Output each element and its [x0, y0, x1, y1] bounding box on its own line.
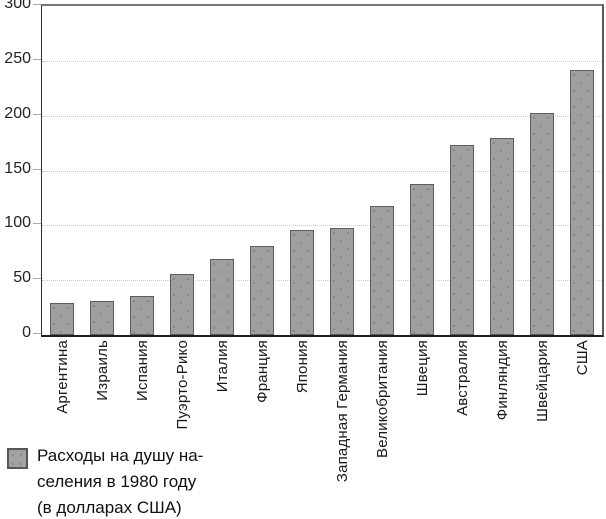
plot-area [41, 4, 604, 337]
bar [90, 301, 114, 335]
y-tick-label: 150 [4, 159, 31, 177]
x-tick-slot: Великобритания [362, 340, 402, 488]
x-tick-label: США [573, 340, 591, 376]
bar [170, 274, 194, 335]
y-tick-mark [33, 113, 41, 115]
x-tick-label: Пуэрто-Рико [173, 340, 191, 430]
bar [490, 138, 514, 335]
y-axis: 0 50 100 150 200 250 300 [0, 0, 41, 360]
bar [330, 228, 354, 335]
y-tick-mark [33, 4, 41, 5]
x-tick-slot: Австралия [442, 340, 482, 488]
x-tick-label: Австралия [453, 340, 471, 416]
legend-label-line2: селения в 1980 году [37, 472, 197, 491]
x-tick-slot: Швейцария [522, 340, 562, 488]
legend-label-line1: Расходы на душу на- [37, 446, 204, 465]
x-tick-label: Испания [133, 340, 151, 401]
bar [530, 113, 554, 335]
gridline [42, 115, 602, 117]
y-tick-label: 250 [4, 49, 31, 67]
bar [250, 246, 274, 335]
x-tick-label: Швейцария [533, 340, 551, 422]
legend-label-line3: (в долларах США) [37, 498, 182, 517]
x-tick-label: Япония [293, 340, 311, 394]
y-tick-mark [33, 58, 41, 60]
x-tick-slot: Финляндия [482, 340, 522, 488]
gridline [42, 280, 602, 282]
y-tick-label: 100 [4, 214, 31, 232]
gridline [42, 60, 602, 62]
x-tick-label: Франция [253, 340, 271, 403]
bar [450, 145, 474, 335]
x-tick-slot: США [562, 340, 602, 488]
x-tick-slot: Швеция [402, 340, 442, 488]
legend-label: Расходы на душу на- селения в 1980 году … [37, 443, 203, 519]
y-tick-mark [33, 223, 41, 225]
x-tick-label: Израиль [93, 340, 111, 401]
x-tick-label: Италия [213, 340, 231, 393]
legend-swatch-icon [7, 448, 28, 469]
legend: Расходы на душу на- селения в 1980 году … [7, 443, 203, 519]
bar [410, 184, 434, 335]
bar [570, 70, 594, 335]
y-tick-label: 200 [4, 104, 31, 122]
x-tick-label: Финляндия [493, 340, 511, 421]
bar [50, 303, 74, 335]
x-tick-slot: Италия [202, 340, 242, 488]
x-tick-label: Аргентина [53, 340, 71, 414]
gridline [42, 170, 602, 172]
bar [290, 230, 314, 335]
y-tick-mark [33, 168, 41, 170]
y-tick-mark [33, 278, 41, 280]
x-tick-label: Западная Германия [333, 340, 351, 483]
bar [370, 206, 394, 335]
y-tick-label: 0 [22, 324, 31, 341]
x-tick-label: Швеция [413, 340, 431, 397]
x-tick-slot: Западная Германия [322, 340, 362, 488]
gridline [42, 225, 602, 227]
x-tick-slot: Япония [282, 340, 322, 488]
bar [210, 259, 234, 335]
x-tick-slot: Франция [242, 340, 282, 488]
x-tick-label: Великобритания [373, 340, 391, 458]
y-tick-mark [33, 333, 41, 334]
bar [130, 296, 154, 335]
y-tick-label: 50 [13, 269, 31, 287]
y-tick-label: 300 [4, 0, 31, 12]
